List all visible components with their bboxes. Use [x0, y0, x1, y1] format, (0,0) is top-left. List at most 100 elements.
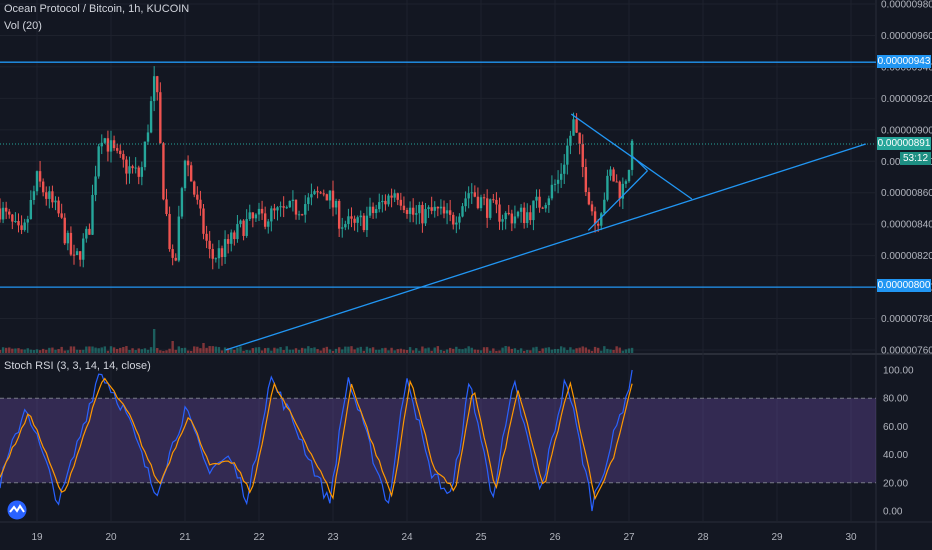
candle-body	[621, 183, 625, 199]
time-tick-label: 24	[401, 532, 413, 543]
volume-bar	[479, 350, 483, 353]
volume-bar	[63, 350, 66, 353]
candle-body	[257, 208, 261, 215]
time-tick-label: 19	[31, 532, 43, 543]
volume-bar	[553, 348, 557, 353]
candle-body	[387, 195, 390, 205]
candles	[0, 66, 634, 270]
candle-body	[202, 208, 205, 234]
volume-bar	[168, 348, 171, 353]
trendline	[632, 156, 648, 172]
candle-body	[411, 207, 415, 215]
candle-body	[78, 251, 82, 260]
volume-bar	[276, 348, 279, 353]
rsi-tick-label: 40.00	[883, 450, 908, 461]
candle-body	[461, 206, 464, 217]
volume-bar	[359, 346, 362, 353]
volume-bar	[103, 346, 107, 353]
candle-body	[350, 216, 353, 219]
volume-bar	[313, 347, 316, 353]
volume-bar	[470, 347, 473, 353]
candle-body	[103, 138, 107, 143]
volume-bar	[1, 347, 5, 353]
volume-bar	[550, 349, 554, 353]
volume-bar	[91, 346, 94, 353]
candle-body	[263, 213, 267, 227]
stoch-rsi-label: Stoch RSI (3, 3, 14, 14, close)	[4, 360, 151, 372]
candle-body	[288, 200, 292, 208]
volume-bar	[337, 347, 341, 353]
volume-bar	[347, 346, 350, 353]
volume-bar	[60, 346, 63, 353]
candle-body	[603, 199, 606, 214]
volume-bar	[424, 348, 427, 353]
chart-title: Ocean Protocol / Bitcoin, 1h, KUCOIN	[4, 3, 190, 15]
candle-body	[319, 192, 322, 194]
candle-body	[279, 206, 282, 208]
volume-bar	[513, 348, 517, 353]
candle-body	[593, 211, 597, 224]
volume-bar	[310, 347, 313, 353]
volume-bar	[294, 348, 298, 353]
candle-body	[193, 181, 196, 195]
rsi-tick-label: 80.00	[883, 394, 908, 405]
volume-bar	[590, 350, 594, 353]
volume-bar	[436, 346, 440, 353]
candle-body	[205, 233, 208, 241]
candle-body	[470, 192, 473, 194]
volume-bar	[307, 346, 310, 353]
volume-bar	[270, 350, 273, 353]
volume-bar	[4, 347, 8, 353]
volume-bar	[146, 349, 150, 353]
volume-bar	[26, 348, 29, 353]
candle-body	[624, 181, 628, 184]
volume-bar	[396, 349, 399, 353]
volume-bar	[119, 347, 122, 353]
candle-body	[199, 199, 202, 209]
candle-body	[334, 200, 338, 208]
candle-body	[239, 220, 242, 225]
price-tick-label: 0.00000840	[881, 220, 932, 231]
time-tick-label: 21	[179, 532, 191, 543]
volume-bar	[122, 347, 125, 353]
candle-body	[233, 232, 236, 240]
volume-bar	[492, 348, 495, 353]
volume-bar	[38, 350, 42, 353]
volume-bar	[128, 350, 131, 353]
volume-bar	[223, 347, 227, 353]
volume-bar	[85, 346, 88, 353]
candle-body	[51, 191, 54, 203]
volume-bar	[544, 347, 547, 353]
candle-body	[38, 171, 42, 182]
trendline	[225, 143, 866, 351]
volume-bar	[236, 347, 239, 353]
candle-body	[0, 208, 2, 220]
candle-body	[100, 142, 103, 147]
candle-body	[20, 225, 23, 230]
volume-bar	[69, 346, 73, 353]
candle-body	[504, 212, 507, 220]
candle-body	[596, 223, 600, 226]
candle-body	[162, 143, 165, 200]
volume-bar	[615, 346, 618, 353]
tradingview-logo-icon	[7, 500, 27, 520]
volume-bar	[263, 348, 267, 353]
volume-bar	[106, 350, 110, 353]
volume-bar	[455, 346, 458, 353]
candle-body	[66, 232, 70, 244]
candle-body	[479, 197, 483, 209]
candle-body	[538, 196, 541, 208]
candle-body	[362, 215, 366, 231]
candle-body	[587, 192, 591, 205]
volume-label: Vol (20)	[4, 20, 42, 32]
candle-body	[251, 212, 255, 219]
volume-bar	[498, 350, 501, 353]
candle-body	[60, 213, 63, 218]
price-tick-label: 0.00000780	[881, 314, 932, 325]
volume-bar	[208, 346, 211, 353]
candle-body	[609, 169, 612, 176]
trendline	[570, 113, 693, 200]
candle-body	[282, 206, 285, 208]
volume-bar	[529, 350, 532, 353]
